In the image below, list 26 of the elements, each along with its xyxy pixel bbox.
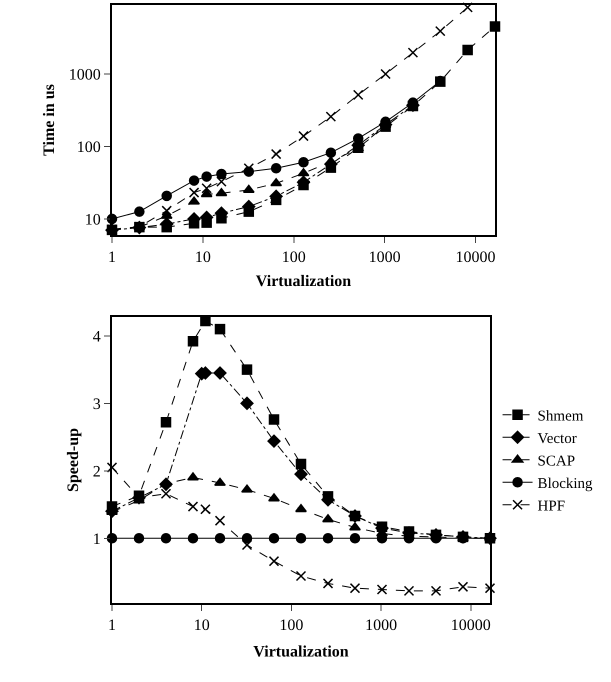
x-tick-label: 10000 (456, 249, 496, 266)
legend-label: Shmem (538, 408, 584, 425)
y-tick-label: 1000 (68, 66, 101, 84)
x-tick-label: 1 (108, 249, 116, 266)
legend-label: HPF (538, 498, 566, 515)
y-axis-title: Speed-up (65, 428, 82, 492)
legend-label: Blocking (538, 476, 594, 492)
y-tick-label: 2 (92, 463, 101, 480)
x-tick-label: 1 (108, 617, 116, 634)
x-tick-label: 10 (194, 249, 211, 266)
legend-label: Vector (538, 431, 577, 448)
x-axis-title: Virtualization (256, 273, 352, 290)
y-tick-label: 4 (92, 328, 101, 346)
y-tick-label: 100 (76, 139, 101, 156)
x-axis-title: Virtualization (253, 643, 349, 660)
x-tick-label: 10000 (450, 617, 491, 634)
x-tick-label: 100 (279, 617, 304, 634)
x-tick-label: 10 (194, 617, 210, 634)
y-axis-title: Time in us (41, 84, 58, 156)
y-tick-label: 10 (84, 212, 101, 229)
x-tick-label: 100 (282, 249, 306, 266)
x-tick-label: 1000 (365, 617, 398, 634)
y-tick-label: 3 (92, 396, 101, 413)
legend-label: SCAP (538, 454, 576, 470)
x-tick-label: 1000 (368, 249, 401, 266)
y-tick-label: 1 (92, 530, 101, 548)
